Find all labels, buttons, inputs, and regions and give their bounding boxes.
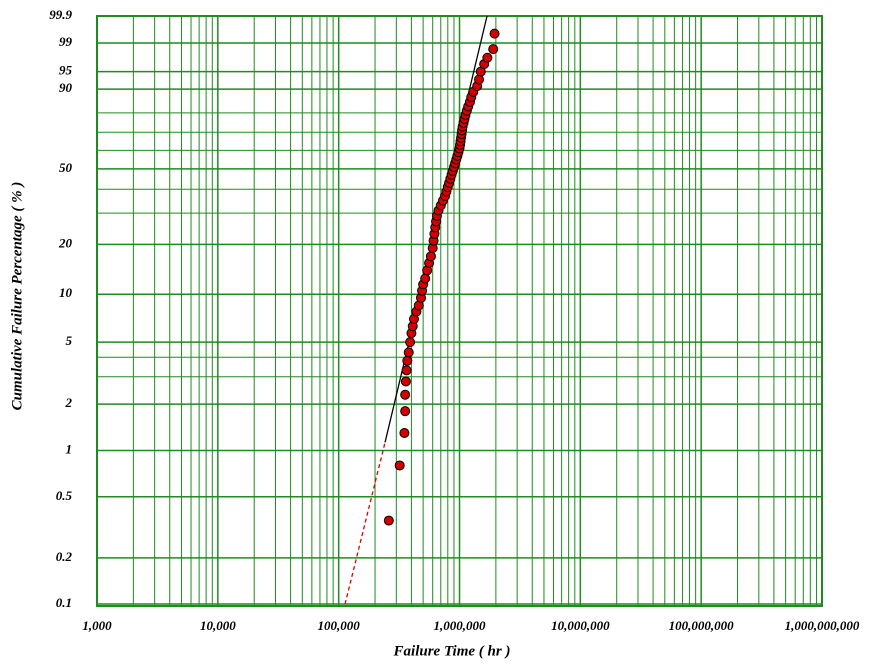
data-point: [420, 273, 431, 284]
data-point: [405, 337, 416, 348]
data-point: [400, 406, 411, 417]
data-point: [400, 376, 411, 387]
x-tick-label: 1,000: [82, 618, 112, 633]
data-point: [383, 515, 394, 526]
y-tick-label: 95: [59, 63, 73, 78]
x-tick-label: 1,000,000,000: [785, 618, 860, 633]
data-point: [403, 347, 414, 358]
y-tick-label: 50: [59, 160, 73, 175]
y-tick-label: 1: [66, 442, 73, 457]
extrapolation-line: [344, 442, 386, 605]
y-axis-label: Cumulative Failure Percentage ( % ): [9, 182, 25, 411]
data-point: [482, 52, 493, 63]
x-tick-label: 1,000,000: [434, 618, 487, 633]
data-point: [402, 355, 413, 366]
y-tick-label: 5: [66, 333, 73, 348]
y-tick-label: 90: [59, 80, 73, 95]
data-point: [401, 365, 412, 376]
data-point: [488, 44, 499, 55]
y-tick-label: 99: [59, 34, 73, 49]
y-tick-label: 20: [58, 235, 73, 250]
x-tick-label: 100,000: [318, 618, 361, 633]
x-tick-label: 100,000,000: [669, 618, 735, 633]
data-point: [394, 460, 405, 471]
plot-border: [96, 15, 823, 607]
x-axis-label: Failure Time ( hr ): [393, 643, 511, 659]
x-tick-label: 10,000: [200, 618, 236, 633]
y-tick-label: 0.1: [56, 595, 72, 610]
y-tick-label: 2: [65, 395, 73, 410]
y-tick-label: 99.9: [49, 7, 72, 22]
data-point: [425, 251, 436, 262]
x-tick-label: 10,000,000: [551, 618, 610, 633]
y-tick-label: 0.2: [56, 549, 73, 564]
data-point: [399, 427, 410, 438]
data-point: [400, 389, 411, 400]
y-tick-label: 0.5: [56, 488, 73, 503]
data-point: [489, 28, 500, 39]
y-tick-label: 10: [59, 285, 73, 300]
